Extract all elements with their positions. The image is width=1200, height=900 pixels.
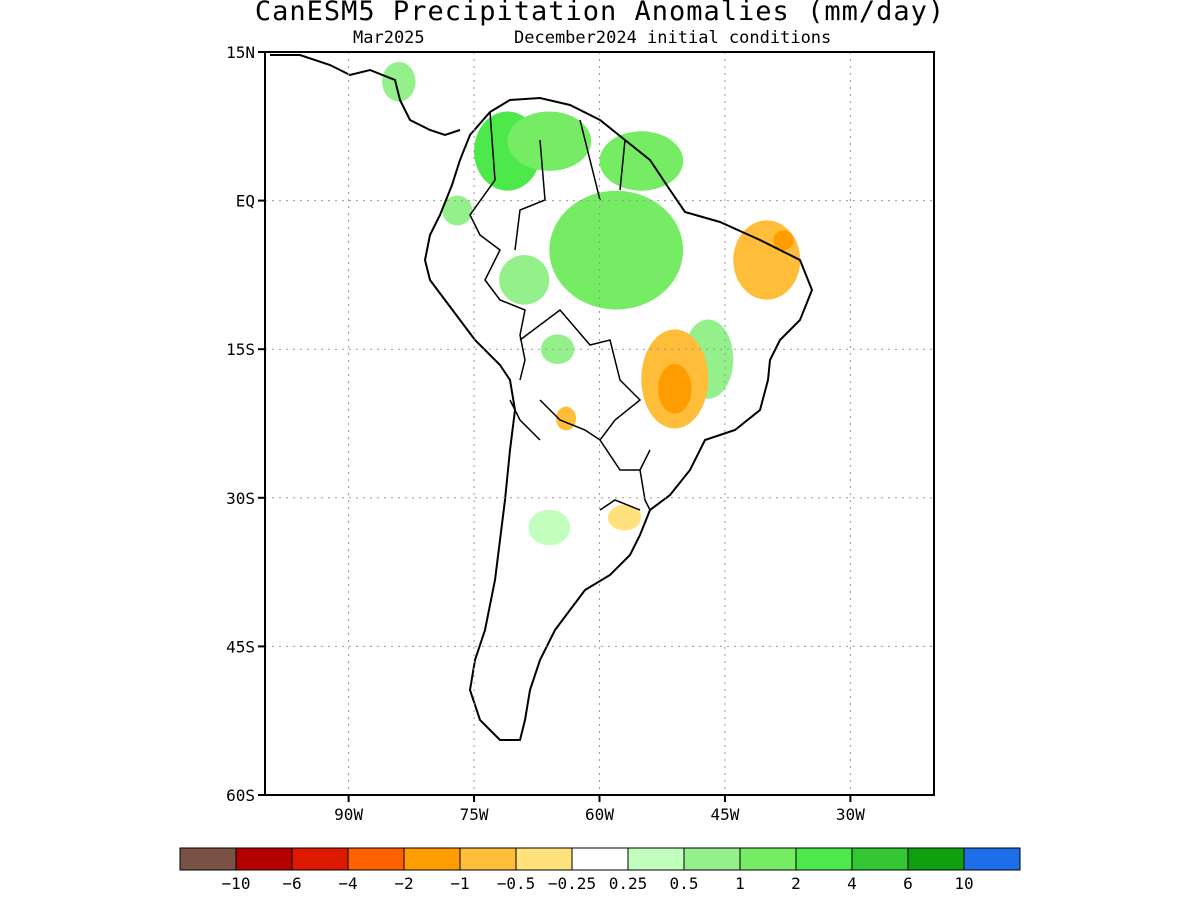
anomaly-venezuela-wet — [507, 111, 592, 171]
colorbar-label: −10 — [222, 874, 251, 893]
colorbar-swatch — [795, 847, 853, 871]
map-title: CanESM5 Precipitation Anomalies (mm/day) — [254, 0, 946, 27]
anomaly-amazon-basin-wet — [549, 190, 684, 310]
anomaly-guiana-wet — [599, 131, 684, 191]
colorbar: −10 −6 −4 −2 −1 −0.5 −0.25 0.25 0.5 1 2 4 6 10 — [179, 847, 1021, 893]
initial-conditions: December2024 initial conditions — [514, 28, 832, 48]
forecast-month: Mar2025 — [353, 28, 425, 48]
colorbar-swatch — [739, 847, 797, 871]
colorbar-label: −6 — [282, 874, 301, 893]
colorbar-label: 4 — [847, 874, 857, 893]
colorbar-swatch — [179, 847, 237, 871]
anomaly-central-america-wet — [382, 61, 416, 102]
anomaly-ecuador-wet — [442, 195, 473, 226]
graticule — [265, 51, 934, 796]
latitude-axis: 15N EQ 15S 30S 45S 60S — [226, 43, 265, 805]
colorbar-swatch — [907, 847, 965, 871]
anomaly-west-amazon-wet — [499, 255, 550, 305]
lat-tick-label: 15N — [226, 43, 255, 62]
lon-tick-label: 60W — [585, 805, 614, 824]
country-borders — [469, 111, 651, 511]
colorbar-swatch — [627, 847, 685, 871]
colorbar-swatch — [515, 847, 573, 871]
anomaly-central-brazil-core-dry — [658, 364, 692, 414]
colorbar-swatch — [459, 847, 517, 871]
coastline — [270, 54, 814, 741]
colorbar-label: 1 — [735, 874, 745, 893]
colorbar-label: −4 — [338, 874, 357, 893]
anomaly-northeast-coast-dry — [773, 230, 794, 251]
lon-tick-label: 75W — [460, 805, 489, 824]
lon-tick-label: 90W — [334, 805, 363, 824]
colorbar-swatch — [683, 847, 741, 871]
lat-tick-label: 30S — [226, 489, 255, 508]
lon-tick-label: 30W — [836, 805, 865, 824]
colorbar-label: −0.25 — [548, 874, 596, 893]
lat-tick-label: 15S — [226, 340, 255, 359]
colorbar-label: 2 — [791, 874, 801, 893]
colorbar-swatch — [963, 847, 1021, 871]
anomaly-patagonia-dry — [497, 666, 518, 726]
anomaly-uruguay-dry — [607, 504, 642, 531]
colorbar-swatch — [851, 847, 909, 871]
anomaly-bolivia-wet — [540, 334, 575, 365]
lat-tick-label: EQ — [236, 192, 255, 211]
anomaly-layer — [382, 61, 801, 726]
colorbar-label: 10 — [954, 874, 973, 893]
anomaly-argentina-dry — [549, 453, 633, 503]
colorbar-label: −2 — [394, 874, 413, 893]
colorbar-swatch — [347, 847, 405, 871]
central-america-outline — [270, 54, 461, 137]
longitude-axis: 90W 75W 60W 45W 30W — [334, 795, 865, 824]
colorbar-swatch — [403, 847, 461, 871]
anomaly-pampas-wet — [528, 509, 571, 546]
colorbar-swatch — [571, 847, 629, 871]
colorbar-label: 0.25 — [609, 874, 648, 893]
lat-tick-label: 60S — [226, 786, 255, 805]
south-america-outline — [423, 96, 814, 741]
lat-tick-label: 45S — [226, 637, 255, 656]
colorbar-label: 0.5 — [670, 874, 699, 893]
colorbar-label: −1 — [450, 874, 469, 893]
lon-tick-label: 45W — [710, 805, 739, 824]
colorbar-swatch — [235, 847, 293, 871]
colorbar-swatch — [291, 847, 349, 871]
colorbar-label: −0.5 — [497, 874, 536, 893]
colorbar-label: 6 — [903, 874, 913, 893]
